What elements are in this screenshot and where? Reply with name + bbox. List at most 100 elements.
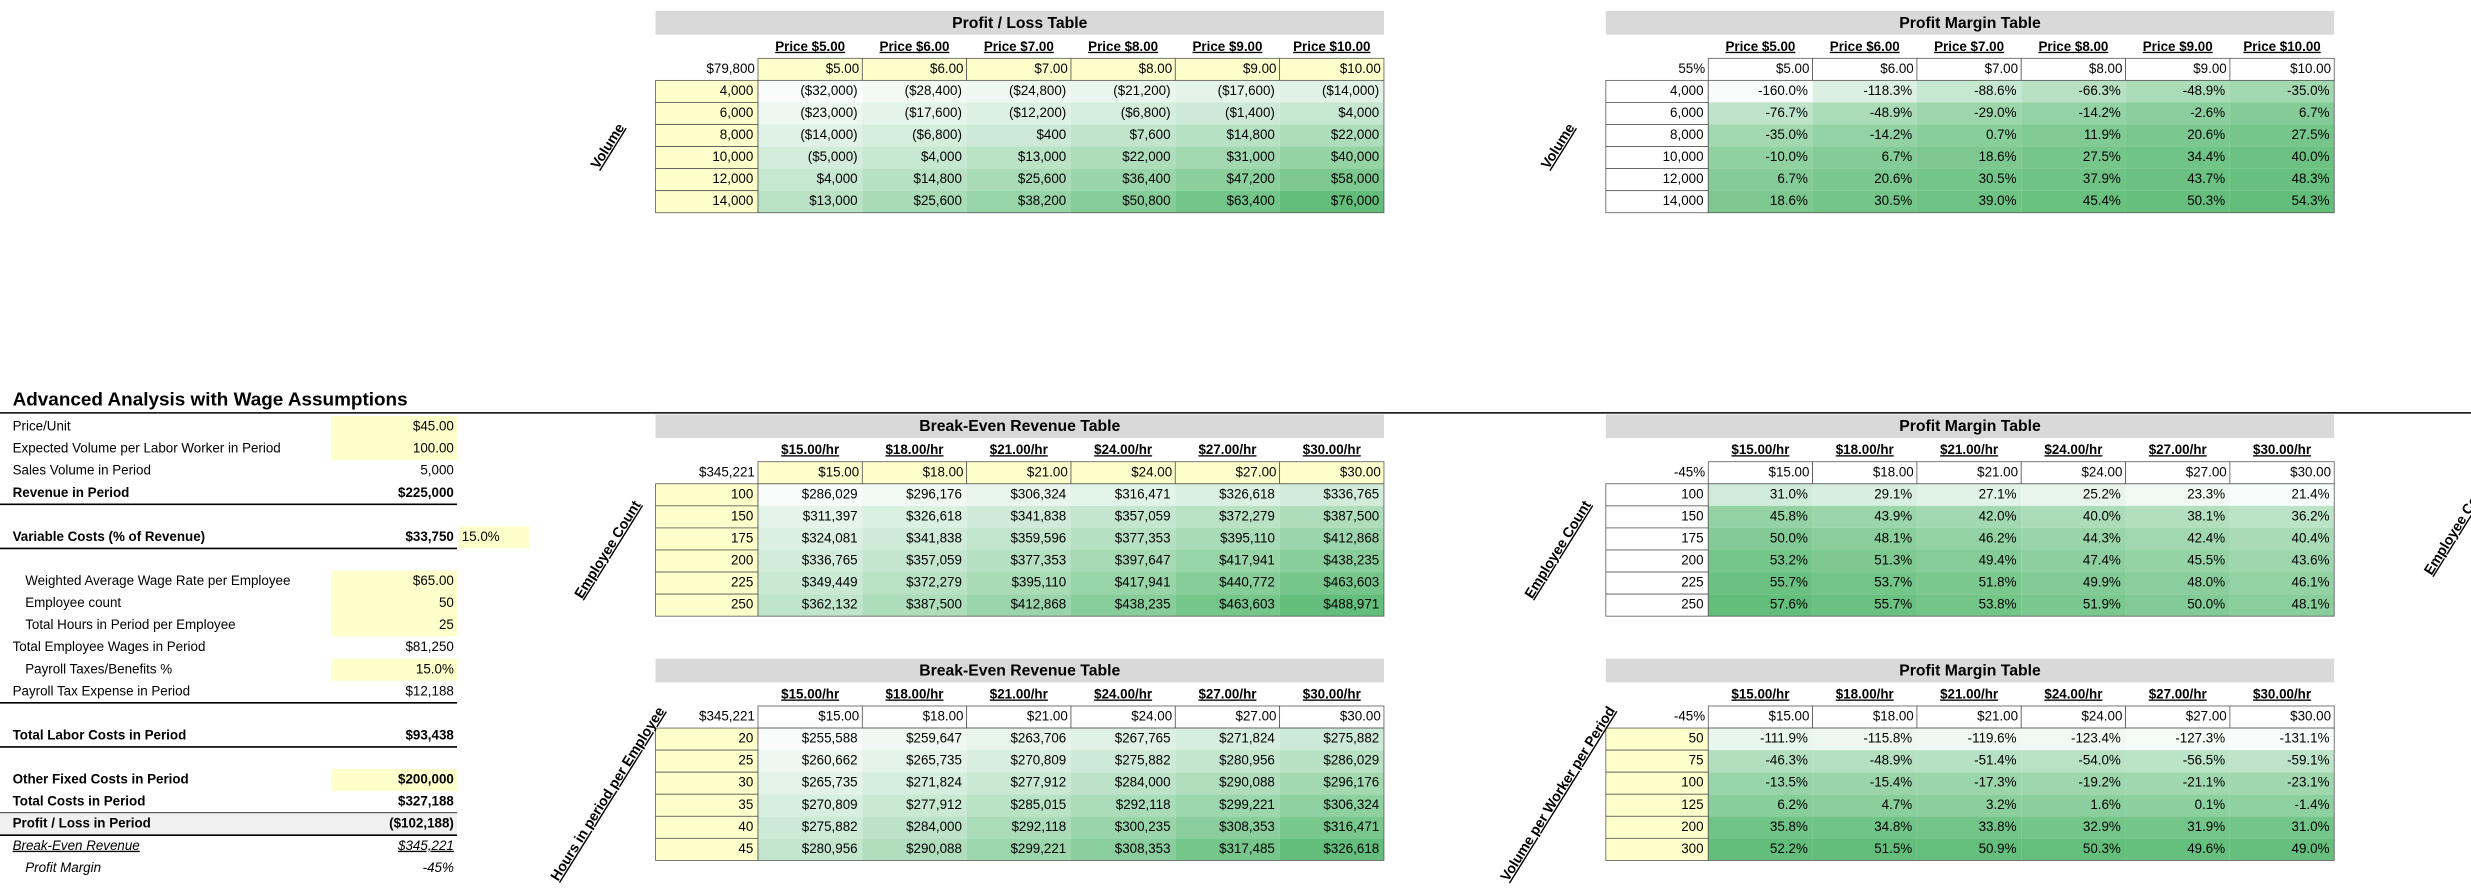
data-cell (1916, 102, 2022, 125)
top-value: $21.00 (1027, 464, 1068, 479)
data-cell (2021, 190, 2126, 213)
cell-value: 48.0% (2187, 575, 2225, 590)
table-frame (1707, 79, 2335, 214)
top-value: $24.00 (2081, 464, 2122, 479)
data-cell (1916, 168, 2022, 191)
cell-value: 43.7% (2187, 171, 2225, 186)
row-header: 200 (731, 553, 753, 568)
column-header: $18.00/hr (885, 442, 943, 457)
cell-value: $50,800 (1122, 193, 1170, 208)
cell-value: 51.5% (1874, 841, 1912, 856)
cell-value: $7,600 (1130, 127, 1171, 142)
table-title-bar (1605, 11, 2335, 35)
table-title: Profit / Loss Table (952, 15, 1088, 32)
row-label: Expected Volume per Labor Worker in Peri… (13, 441, 281, 456)
cell-value: $38,200 (1018, 193, 1066, 208)
top-value: $15.00 (818, 464, 859, 479)
cell-value: 40.0% (2083, 508, 2121, 523)
data-cell (758, 527, 863, 550)
cell-value: $463,603 (1219, 597, 1275, 612)
data-cell (2229, 102, 2335, 125)
data-cell (1175, 772, 1280, 795)
data-cell (1070, 728, 1176, 751)
column-header: $24.00/hr (1094, 686, 1152, 701)
row-header: 175 (1681, 530, 1703, 545)
row-value: 100.00 (413, 441, 454, 456)
cell-value: 47.4% (2083, 553, 2121, 568)
cell-value: $286,029 (802, 486, 858, 501)
data-cell (1175, 816, 1280, 839)
data-cell (862, 168, 967, 191)
data-cell (1070, 772, 1176, 795)
data-cell (1070, 816, 1176, 839)
data-cell (2125, 750, 2230, 773)
data-cell (862, 527, 967, 550)
data-cell (1812, 772, 1917, 795)
data-cell (1708, 794, 1813, 817)
data-cell (1175, 124, 1280, 147)
data-cell (758, 572, 863, 595)
cell-value: 34.4% (2187, 149, 2225, 164)
cell-value: $308,353 (1115, 841, 1171, 856)
data-cell (862, 816, 967, 839)
data-cell (1916, 750, 2022, 773)
cell-value: 37.9% (2083, 171, 2121, 186)
data-cell (1070, 594, 1176, 617)
column-header: Price $6.00 (1830, 39, 1900, 54)
data-cell (1279, 527, 1384, 550)
section-title: Advanced Analysis with Wage Assumptions (13, 389, 408, 410)
row-value: 50 (439, 595, 454, 610)
side-label: Volume (1538, 121, 1578, 172)
row-header: 200 (1681, 819, 1703, 834)
data-cell (1279, 168, 1384, 191)
cell-value: $25,600 (914, 193, 962, 208)
row-label: Other Fixed Costs in Period (13, 772, 189, 787)
top-value: $10.00 (2290, 61, 2331, 76)
data-cell (2229, 146, 2335, 169)
cell-value: $412,868 (1323, 530, 1379, 545)
table-title: Profit Margin Table (1899, 15, 2041, 32)
cell-value: $47,200 (1227, 171, 1275, 186)
cell-value: $292,118 (1116, 797, 1171, 812)
row-header: 8,000 (720, 127, 753, 142)
cell-value: ($12,200) (1009, 105, 1066, 120)
row-header: 150 (1681, 508, 1703, 523)
data-cell (966, 124, 1071, 147)
data-cell (1279, 80, 1384, 103)
data-cell (1812, 483, 1917, 506)
row-header: 35 (738, 797, 753, 812)
cell-value: -29.0% (1974, 105, 2016, 120)
side-label: Volume per Worker per Period (1498, 704, 1619, 884)
cell-value: $308,353 (1219, 819, 1275, 834)
data-cell (1812, 190, 1917, 213)
cell-value: $275,882 (802, 819, 858, 834)
row-label: Payroll Taxes/Benefits % (25, 661, 172, 676)
cell-value: ($21,200) (1113, 83, 1170, 98)
cell-value: 48.1% (1874, 530, 1912, 545)
data-cell (2229, 728, 2335, 751)
cell-value: 40.0% (2292, 149, 2330, 164)
column-header: $15.00/hr (1731, 686, 1789, 701)
cell-value: 51.8% (1979, 575, 2017, 590)
table-title: Profit Margin Table (1899, 418, 2041, 435)
column-header: Price $9.00 (1193, 39, 1263, 54)
cell-value: $58,000 (1331, 171, 1379, 186)
data-cell (1175, 594, 1280, 617)
data-cell (862, 549, 967, 573)
data-cell (1175, 527, 1280, 550)
row-value: 5,000 (420, 463, 453, 478)
cell-value: $326,618 (1323, 841, 1379, 856)
cell-value: 18.6% (1770, 193, 1808, 208)
data-cell (966, 772, 1071, 795)
top-value: $21.00 (1977, 464, 2018, 479)
cell-value: -21.1% (2183, 775, 2225, 790)
data-cell (2021, 772, 2126, 795)
data-cell (1070, 750, 1176, 773)
cell-value: $299,221 (1219, 797, 1275, 812)
data-cell (1279, 772, 1384, 795)
top-value: $6.00 (1880, 61, 1913, 76)
data-cell (2229, 838, 2335, 861)
data-cell (966, 102, 1071, 125)
cell-value: ($17,600) (1218, 83, 1275, 98)
data-cell (1070, 483, 1176, 506)
